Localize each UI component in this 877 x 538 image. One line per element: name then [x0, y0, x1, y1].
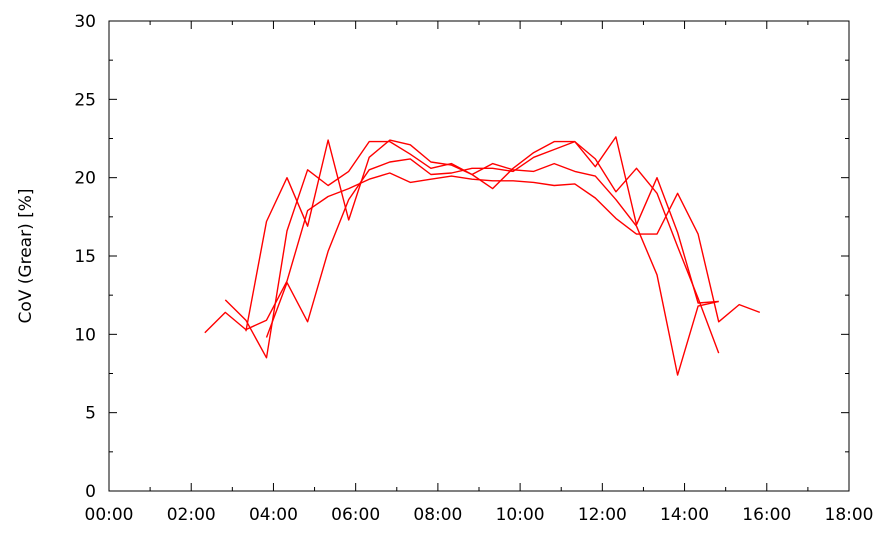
x-tick-label: 14:00 [660, 505, 709, 525]
y-tick-label: 25 [74, 90, 96, 110]
series-line-4 [265, 140, 720, 354]
series-line-3 [245, 139, 719, 376]
y-tick-label: 5 [85, 404, 96, 424]
series-layer [204, 136, 761, 376]
x-tick-label: 04:00 [249, 505, 298, 525]
series-line-1 [204, 172, 761, 334]
y-tick-label: 20 [74, 169, 96, 189]
y-tick-label: 30 [74, 12, 96, 32]
x-tick-label: 16:00 [742, 505, 791, 525]
x-tick-label: 00:00 [85, 505, 134, 525]
y-tick-label: 15 [74, 247, 96, 267]
x-tick-label: 08:00 [413, 505, 462, 525]
x-tick-label: 06:00 [331, 505, 380, 525]
labels-layer: 00:00 02:00 04:00 06:00 08:00 10:00 12:00 14:00… [74, 12, 873, 525]
plot-frame [108, 20, 850, 492]
x-tick-label: 02:00 [167, 505, 216, 525]
y-axis-title: CoV (Grear) [%] [16, 188, 36, 323]
y-tick-label: 10 [74, 325, 96, 345]
x-tick-label: 10:00 [496, 505, 545, 525]
x-tick-label: 12:00 [578, 505, 627, 525]
x-tick-label: 18:00 [825, 505, 874, 525]
y-tick-label: 0 [85, 482, 96, 502]
